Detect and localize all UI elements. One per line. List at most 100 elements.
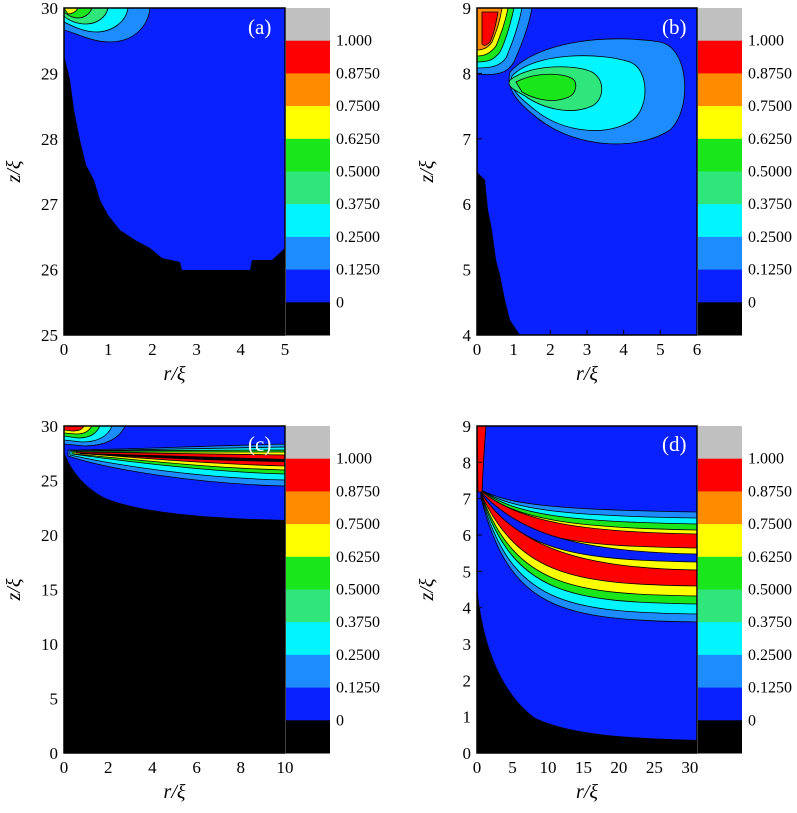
- panel-c: (c) 1.000 0.8750 0.7500 0.6250 0.5000 0.3750 0…: [3, 417, 380, 803]
- panel-d-colorbar-label: 0: [748, 712, 756, 729]
- panel-b-xtick-label: 6: [693, 340, 702, 359]
- panel-c-plot: [64, 426, 285, 753]
- panel-b-ytick-label: 6: [463, 195, 472, 214]
- panel-d-frame: [476, 425, 698, 754]
- panel-d-black-region: [477, 586, 697, 753]
- panel-a-xtick-label: 5: [281, 340, 290, 359]
- panel-b-colorbar-label: 0.7500: [748, 98, 792, 115]
- panel-d-colorbar-swatch: [698, 524, 742, 558]
- panel-c-xtick-label: 6: [192, 758, 201, 777]
- panel-c-colorbar-label: 0.7500: [336, 516, 380, 533]
- panel-d-xtick-label: 0: [473, 758, 482, 777]
- panel-b-colorbar-label: 0.2500: [748, 229, 792, 246]
- panel-d-ytick-label: 1: [463, 708, 472, 727]
- panel-c-colorbar-label: 1.000: [336, 451, 372, 468]
- panel-c-colorbar-label: 0.5000: [336, 582, 380, 599]
- panel-c-ytick-label: 20: [41, 526, 58, 545]
- panel-d-ytick-label: 8: [463, 453, 472, 472]
- panel-c-colorbar-label: 0.3750: [336, 614, 380, 631]
- panel-a-colorbar-label: 0.7500: [336, 98, 380, 115]
- panel-c-xtick-label: 0: [60, 758, 69, 777]
- panel-d-colorbar-label: 0.7500: [748, 516, 792, 533]
- panel-c-ytick-label: 25: [41, 472, 58, 491]
- panel-c-ytick-label: 30: [41, 417, 58, 436]
- panel-b-label: (b): [662, 15, 687, 39]
- panel-d-colorbar-swatch: [698, 426, 742, 460]
- panel-b-xtick-label: 2: [546, 340, 555, 359]
- panel-a-colorbar-swatch: [286, 138, 330, 172]
- panel-d-colorbar-label: 0.6250: [748, 549, 792, 566]
- panel-d-axes: 0 5 10 15 20 25 30 0 1 2 3 4 5 6 7 8 9 r/ξ z/ξ: [416, 417, 698, 803]
- panel-b-black-region: [477, 172, 520, 335]
- panel-d-ytick-label: 7: [463, 490, 472, 509]
- panel-c-axes: 0 2 4 6 8 10 0 5 10 15 20 25 30 r/ξ z/ξ: [3, 417, 294, 803]
- panel-d-xtick-label: 10: [539, 758, 556, 777]
- panel-a-colorbar-swatch: [286, 171, 330, 205]
- panel-a-xtick-label: 2: [148, 340, 157, 359]
- panel-b-colorbar-label: 1.000: [748, 33, 784, 50]
- panel-a-axes: 0 1 2 3 4 5 25 26 27 28 29 30 r/ξ z/ξ: [3, 0, 289, 385]
- panel-c-xlabel: r/ξ: [164, 781, 186, 803]
- panel-d-band-middle-blue: [480, 490, 697, 563]
- panel-a-colorbar-label: 1.000: [336, 33, 372, 50]
- panel-c-colorbar-label: 0.1250: [336, 680, 380, 697]
- panel-a-colorbar-label: 0.5000: [336, 164, 380, 181]
- panel-a-xtick-label: 3: [192, 340, 201, 359]
- panel-d-ytick-label: 6: [463, 526, 472, 545]
- panel-a-xlabel: r/ξ: [164, 363, 186, 385]
- panel-b-colorbar-swatch: [698, 236, 742, 271]
- panel-d-colorbar-swatch: [698, 622, 742, 656]
- panel-a-ytick-label: 27: [41, 195, 59, 214]
- panel-d-ylabel: z/ξ: [416, 578, 438, 601]
- panel-a-xtick-label: 0: [60, 340, 69, 359]
- panel-a-colorbar-swatch: [286, 73, 330, 107]
- panel-b-colorbar-label: 0.1250: [748, 262, 792, 279]
- panel-c-colorbar-swatch: [286, 524, 330, 558]
- panel-d-colorbar-label: 0.1250: [748, 680, 792, 697]
- panel-b-ytick-label: 7: [463, 130, 472, 149]
- panel-c-band-core: [80, 453, 285, 462]
- panel-a-colorbar: 1.000 0.8750 0.7500 0.6250 0.5000 0.3750 0.250…: [286, 8, 380, 336]
- panel-d-ytick-label: 2: [463, 671, 472, 690]
- panel-c-colorbar-label: 0.8750: [336, 483, 380, 500]
- panel-b-colorbar-swatch: [698, 204, 742, 238]
- panel-a-colorbar-swatch: [286, 204, 330, 238]
- panel-c-ytick-label: 10: [41, 635, 58, 654]
- panel-c-black-region: [64, 452, 285, 753]
- panel-a-ylabel: z/ξ: [3, 160, 25, 183]
- panel-d-xtick-label: 25: [646, 758, 663, 777]
- panel-d-ytick-label: 3: [463, 635, 472, 654]
- panel-b-colorbar-label: 0.3750: [748, 196, 792, 213]
- panel-a: (a) 1.000 0.8750 0.7500 0.6250 0.5000 0.3750 0…: [3, 0, 380, 385]
- panel-a-colorbar-swatch: [286, 8, 330, 42]
- panel-d-colorbar-swatch: [698, 458, 742, 492]
- panel-b-xtick-label: 4: [619, 340, 628, 359]
- panel-c-colorbar-swatch: [286, 622, 330, 656]
- panel-c-xtick-label: 10: [277, 758, 294, 777]
- panel-a-colorbar-swatch: [286, 302, 330, 336]
- panel-d-ytick-label: 9: [463, 417, 472, 436]
- panel-a-xtick-label: 1: [104, 340, 113, 359]
- panel-c-colorbar-swatch: [286, 687, 330, 721]
- panel-b-xtick-label: 3: [583, 340, 592, 359]
- panel-a-colorbar-label: 0.2500: [336, 229, 380, 246]
- panel-b-colorbar-swatch: [698, 8, 742, 42]
- panel-b-ylabel: z/ξ: [416, 160, 438, 183]
- panel-c-colorbar-swatch: [286, 654, 330, 689]
- panel-c-colorbar-swatch: [286, 720, 330, 754]
- panel-b-colorbar-label: 0.5000: [748, 164, 792, 181]
- panel-a-ytick-label: 26: [41, 261, 58, 280]
- panel-a-colorbar-swatch: [286, 236, 330, 271]
- panel-a-colorbar-swatch: [286, 40, 330, 74]
- panel-b-colorbar-swatch: [698, 302, 742, 336]
- panel-b-axes: 0 1 2 3 4 5 6 4 5 6 7 8 9 r/ξ z/ξ: [416, 0, 701, 385]
- panel-b-colorbar-swatch: [698, 138, 742, 172]
- panel-b-colorbar-label: 0: [748, 294, 756, 311]
- panel-b-wall-red: [481, 11, 499, 46]
- panel-d-colorbar-swatch: [698, 654, 742, 689]
- panel-d-colorbar-label: 0.8750: [748, 483, 792, 500]
- panel-a-colorbar-swatch: [286, 106, 330, 140]
- panel-d-colorbar-swatch: [698, 720, 742, 754]
- panel-a-colorbar-label: 0.8750: [336, 65, 380, 82]
- panel-b-ytick-label: 9: [463, 0, 472, 18]
